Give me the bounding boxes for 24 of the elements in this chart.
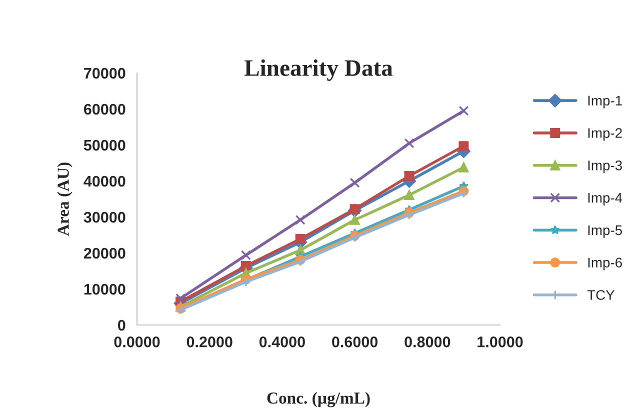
legend-label: Imp-6 xyxy=(588,258,622,270)
y-axis-title: Area (AU) xyxy=(57,162,72,236)
legend-label: Imp-4 xyxy=(588,193,622,206)
x-tick-label: 0.2000 xyxy=(186,336,232,348)
y-tick-label: 70000 xyxy=(84,68,126,79)
x-tick-label: 1.0000 xyxy=(478,336,523,348)
legend-label: Imp-1 xyxy=(588,96,622,108)
y-tick-label: 50000 xyxy=(84,140,126,151)
y-tick-label: 40000 xyxy=(84,176,126,187)
legend-label: Imp-5 xyxy=(588,225,622,238)
y-tick-label: 10000 xyxy=(84,284,126,295)
y-tick-label: 60000 xyxy=(84,104,126,115)
legend-label: Imp-3 xyxy=(588,160,622,174)
x-tick-label: 0.8000 xyxy=(404,336,450,348)
y-tick-label: 0 xyxy=(118,320,126,331)
x-tick-label: 0.0000 xyxy=(114,336,160,348)
x-tick-label: 0.4000 xyxy=(259,336,305,348)
y-tick-label: 20000 xyxy=(84,248,126,259)
x-axis-title: Conc. (µg/mL) xyxy=(267,392,370,408)
legend-label: Imp-2 xyxy=(588,128,622,141)
chart-title: Linearity Data xyxy=(244,59,393,81)
legend-label: TCY xyxy=(587,290,615,300)
x-tick-label: 0.6000 xyxy=(332,336,378,348)
y-tick-label: 30000 xyxy=(84,212,126,223)
